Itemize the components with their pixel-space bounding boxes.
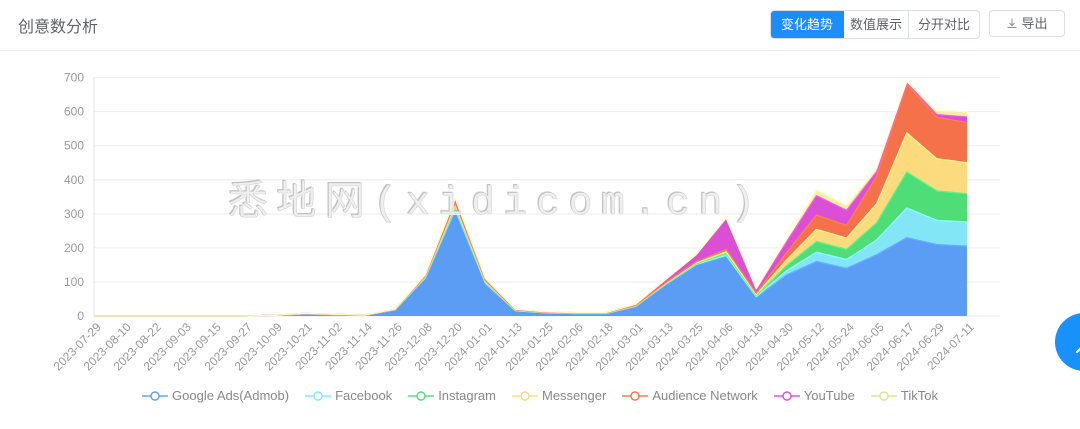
svg-text:400: 400 <box>64 173 84 187</box>
svg-text:200: 200 <box>64 241 84 255</box>
svg-text:700: 700 <box>64 71 84 85</box>
svg-text:300: 300 <box>64 207 84 221</box>
svg-text:600: 600 <box>64 105 84 119</box>
svg-text:0: 0 <box>77 309 84 323</box>
svg-text:100: 100 <box>64 275 84 289</box>
svg-text:500: 500 <box>64 139 84 153</box>
